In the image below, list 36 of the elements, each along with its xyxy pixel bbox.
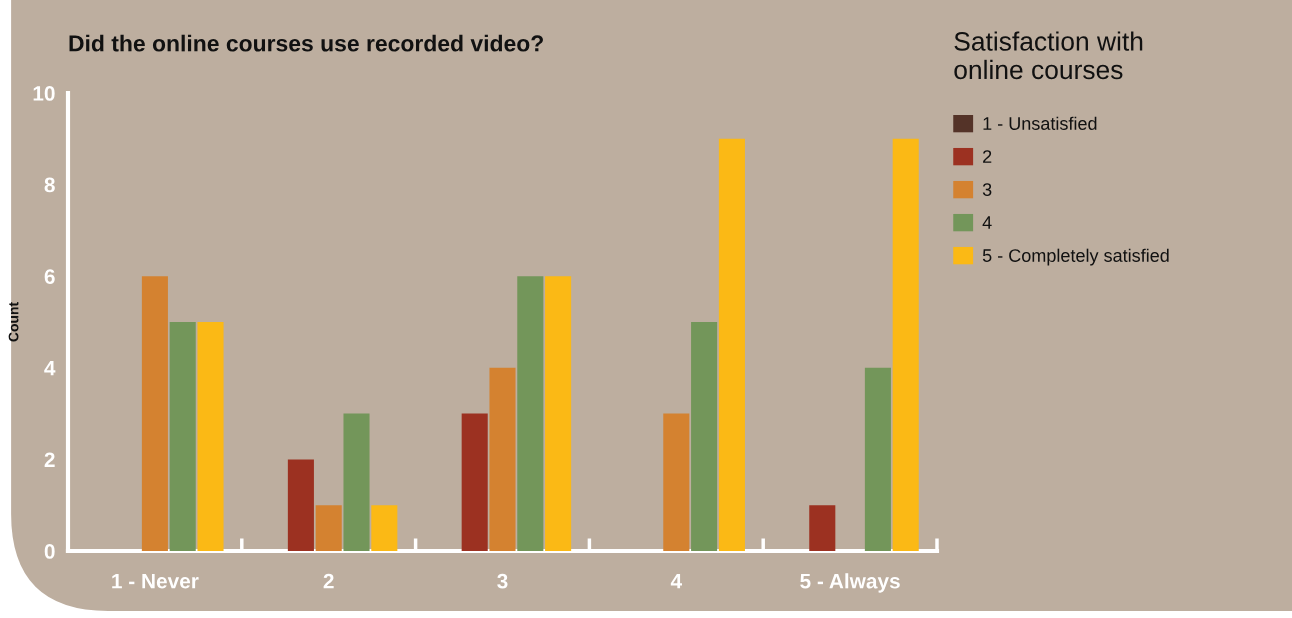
legend-label: 3 [982, 183, 992, 196]
bar [343, 413, 370, 551]
y-axis-title: Count [8, 302, 19, 342]
bar [691, 322, 718, 551]
legend-label: 5 - Completely satisfied [982, 248, 1169, 266]
y-tick-label: 0 [44, 544, 55, 559]
bar [315, 505, 342, 551]
bar [169, 322, 196, 551]
y-tick-label: 2 [44, 452, 55, 467]
legend-label: 1 - Unsatisfied [983, 116, 1097, 130]
bar [197, 322, 224, 551]
bar [517, 276, 544, 551]
bar [663, 413, 690, 551]
x-tick-label: 3 [497, 573, 508, 589]
bar [461, 413, 488, 551]
chart-title: Did the online courses use recorded video? [69, 34, 543, 52]
y-tick-label: 8 [44, 177, 55, 193]
bar [489, 367, 516, 551]
legend-title: Satisfaction with online courses [954, 31, 1143, 80]
y-tick-label: 4 [44, 361, 56, 376]
bar [545, 276, 572, 551]
y-tick-label: 6 [44, 269, 55, 284]
x-tick-label: 4 [670, 573, 682, 589]
bar [718, 138, 745, 551]
x-tick-label: 1 - Never [112, 573, 199, 589]
bar [809, 505, 836, 551]
legend-label: 4 [982, 216, 992, 229]
bar [864, 367, 891, 551]
bar [141, 276, 168, 551]
y-tick-label: 10 [33, 86, 55, 101]
x-tick-label: 2 [323, 573, 334, 589]
bar [892, 138, 919, 551]
legend-label: 2 [983, 150, 992, 163]
bar [287, 459, 314, 551]
bar [371, 505, 398, 551]
x-tick-label: 5 - Always [800, 573, 900, 593]
